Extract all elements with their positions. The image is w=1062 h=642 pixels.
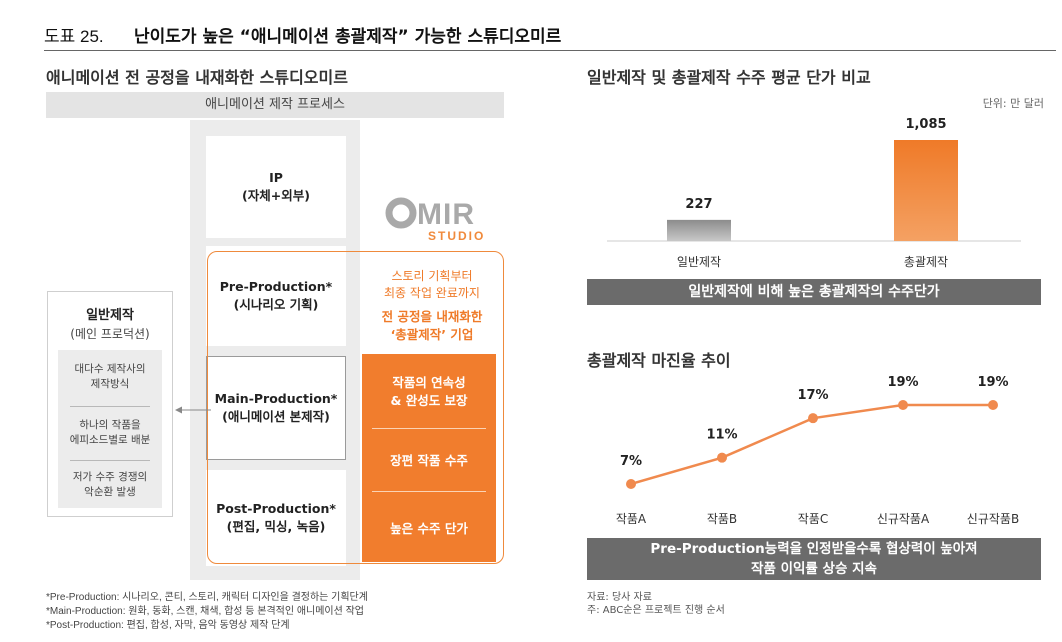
- bar-category-label: 총괄제작: [904, 255, 948, 269]
- stage-ip-sub: (자체+외부): [242, 188, 310, 203]
- stage-pre-sub: (시나리오 기획): [233, 297, 319, 312]
- bar-category-label: 일반제작: [677, 255, 721, 269]
- studio-desc-line2: 최종 작업 완료까지: [384, 286, 480, 300]
- margin-point: [808, 413, 818, 424]
- general-item-2-line2: 에피소드별로 배분: [69, 433, 151, 446]
- general-subtitle: (메인 프로덕션): [70, 327, 150, 341]
- stage-post-name: Post-Production*: [216, 500, 336, 516]
- margin-value-label: 7%: [620, 454, 642, 469]
- source-line1: 자료: 당사 자료: [587, 592, 652, 603]
- studio-desc-line1: 스토리 기획부터: [391, 269, 473, 283]
- strength-1-line2: & 완성도 보장: [390, 393, 468, 409]
- line-section-title: 총괄제작 마진율 추이: [587, 351, 731, 370]
- general-divider: [70, 406, 150, 407]
- margin-value-label: 17%: [797, 388, 828, 403]
- bar-banner: 일반제작에 비해 높은 총괄제작의 수주단가: [587, 279, 1041, 305]
- line-chart: 7% 작품A 11% 작품B 17% 작품C 19% 신규작품A 19% 신규작품B: [616, 375, 1019, 526]
- margin-point: [898, 400, 908, 410]
- logo-main-text: MIR: [417, 198, 475, 231]
- margin-category-label: 신규작품B: [967, 512, 1019, 526]
- bar-chart: 227 일반제작 1,085 총괄제작: [607, 117, 1021, 269]
- process-header: 애니메이션 제작 프로세스: [46, 92, 504, 118]
- left-section-title: 애니메이션 전 공정을 내재화한 스튜디오미르: [46, 68, 348, 87]
- margin-value-label: 19%: [887, 375, 918, 390]
- figure-number: 도표 25.: [44, 27, 104, 46]
- margin-point: [988, 400, 998, 410]
- strength-item: 높은 수주 단가: [390, 521, 468, 536]
- line-banner-line1: Pre-Production능력을 인정받을수록 협상력이 높아져: [650, 541, 978, 557]
- stage-main-name: Main-Production*: [214, 390, 338, 406]
- strength-item: 작품의 연속성 & 완성도 보장: [362, 374, 496, 410]
- general-item-1-line1: 대다수 제작사의: [74, 363, 146, 375]
- logo-sub-text: STUDIO: [428, 229, 486, 243]
- margin-category-label: 작품A: [616, 512, 647, 526]
- bar-section-title: 일반제작 및 총괄제작 수주 평균 단가 비교: [587, 68, 871, 87]
- general-item-2-line1: 하나의 작품을: [79, 419, 141, 431]
- figure-title-text: 난이도가 높은 “애니메이션 총괄제작” 가능한 스튜디오미르: [134, 27, 562, 47]
- margin-value-label: 11%: [706, 428, 737, 443]
- stage-pre-production: Pre-Production* (시나리오 기획): [206, 246, 346, 346]
- stage-main-production: Main-Production* (애니메이션 본제작): [206, 356, 346, 460]
- strength-divider: [372, 428, 486, 429]
- margin-point: [626, 479, 636, 489]
- stage-main-sub: (애니메이션 본제작): [222, 409, 330, 424]
- general-title: 일반제작: [86, 308, 134, 323]
- unit-label: 단위: 만 달러: [982, 97, 1044, 110]
- general-item-3-line1: 저가 수주 경쟁의: [72, 471, 148, 483]
- strength-1-line1: 작품의 연속성: [392, 375, 466, 390]
- stage-post-production: Post-Production* (편집, 믹싱, 녹음): [206, 470, 346, 566]
- arrow-left-icon: [175, 406, 211, 414]
- footnote-main: *Main-Production: 원화, 동화, 스캔, 채색, 합성 등 본…: [46, 606, 365, 617]
- general-item: 하나의 작품을 에피소드별로 배분: [58, 418, 162, 447]
- margin-category-label: 작품C: [798, 512, 828, 526]
- strength-item: 장편 작품 수주: [390, 453, 468, 468]
- stage-pre-name: Pre-Production*: [219, 278, 333, 294]
- bar-value-label: 1,085: [905, 117, 946, 132]
- general-divider: [70, 460, 150, 461]
- general-item: 저가 수주 경쟁의 악순환 발생: [58, 470, 162, 499]
- general-item-1-line2: 제작방식: [90, 377, 130, 390]
- footnote-pre: *Pre-Production: 시나리오, 콘티, 스토리, 캐릭터 디자인을…: [46, 592, 368, 603]
- studio-desc-bold1: 전 공정을 내재화한: [381, 309, 483, 324]
- studio-desc-bold2: ‘총괄제작’ 기업: [390, 327, 474, 342]
- source-line2: 주: ABC순은 프로젝트 진행 순서: [587, 605, 725, 616]
- studio-mir-scope-outline: [207, 251, 504, 564]
- line-banner: Pre-Production능력을 인정받을수록 협상력이 높아져 작품 이익률…: [587, 538, 1041, 580]
- stage-post-sub: (편집, 믹싱, 녹음): [226, 519, 326, 534]
- bar-2: [894, 140, 958, 241]
- margin-category-label: 작품B: [707, 512, 737, 526]
- title-divider: [44, 50, 1056, 51]
- stage-ip-name: IP: [269, 169, 283, 185]
- margin-category-label: 신규작품A: [877, 512, 930, 526]
- general-items: 대다수 제작사의 제작방식 하나의 작품을 에피소드별로 배분 저가 수주 경쟁…: [58, 350, 162, 508]
- logo-ring-icon: [385, 197, 417, 229]
- margin-value-label: 19%: [977, 375, 1008, 390]
- general-item-3-line2: 악순환 발생: [84, 485, 136, 498]
- bar-value-label: 227: [685, 197, 712, 212]
- margin-point: [717, 452, 727, 463]
- stage-ip: IP (자체+외부): [206, 136, 346, 238]
- line-banner-line2: 작품 이익률 상승 지속: [751, 561, 877, 577]
- strength-divider: [372, 491, 486, 492]
- studio-mir-logo: MIR STUDIO: [384, 196, 484, 246]
- strengths-block: 작품의 연속성 & 완성도 보장 장편 작품 수주 높은 수주 단가: [362, 354, 496, 562]
- figure-title: 도표 25. 난이도가 높은 “애니메이션 총괄제작” 가능한 스튜디오미르: [44, 22, 561, 47]
- general-production-box: 일반제작 (메인 프로덕션) 대다수 제작사의 제작방식 하나의 작품을 에피소…: [47, 291, 173, 517]
- general-item: 대다수 제작사의 제작방식: [58, 362, 162, 391]
- footnote-post: *Post-Production: 편집, 합성, 자막, 음악 동영상 제작 …: [46, 620, 290, 631]
- bar-1: [667, 219, 731, 241]
